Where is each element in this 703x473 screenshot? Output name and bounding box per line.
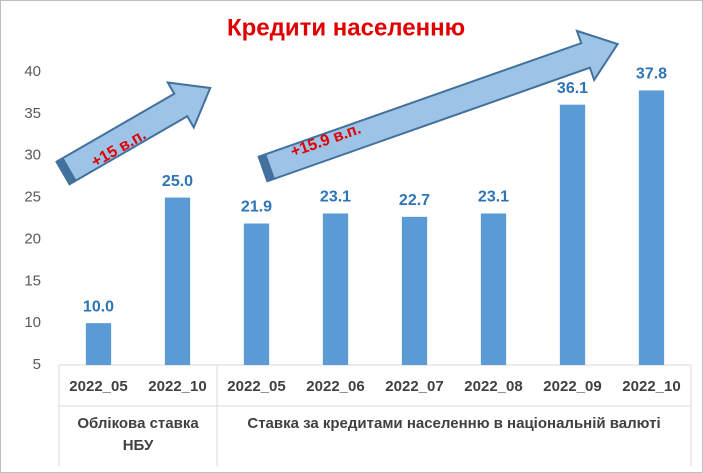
- chart-title: Кредити населенню: [227, 14, 465, 41]
- value-label: 21.9: [241, 199, 272, 216]
- bar: [85, 323, 112, 365]
- bar: [401, 216, 428, 365]
- x-tick-label: 2022_10: [622, 378, 680, 395]
- y-tick-label: 25: [24, 189, 41, 206]
- value-label: 36.1: [557, 80, 588, 97]
- arrow: [257, 29, 620, 183]
- group-label: Ставка за кредитами населенню в націонал…: [247, 415, 661, 432]
- x-tick-label: 2022_09: [543, 378, 601, 395]
- x-tick-label: 2022_06: [306, 378, 364, 395]
- x-tick-label: 2022_10: [148, 378, 206, 395]
- bar: [243, 223, 270, 365]
- y-tick-label: 40: [24, 63, 41, 80]
- bar: [322, 213, 349, 365]
- value-label: 10.0: [83, 298, 114, 315]
- value-label: 23.1: [478, 189, 509, 206]
- bar: [638, 90, 665, 365]
- bar: [164, 197, 191, 365]
- y-tick-label: 5: [33, 356, 41, 373]
- x-tick-label: 2022_05: [227, 378, 285, 395]
- y-tick-label: 30: [24, 147, 41, 164]
- value-label: 25.0: [162, 173, 193, 190]
- y-tick-label: 15: [24, 272, 41, 289]
- value-label: 22.7: [399, 192, 430, 209]
- y-tick-label: 10: [24, 314, 41, 331]
- value-label: 37.8: [636, 66, 667, 83]
- x-tick-label: 2022_08: [464, 378, 522, 395]
- group-label: Облікова ставка НБУ: [77, 415, 199, 454]
- y-tick-label: 20: [24, 230, 41, 247]
- x-tick-label: 2022_05: [69, 378, 127, 395]
- bar: [480, 213, 507, 365]
- y-tick-label: 35: [24, 105, 41, 122]
- x-tick-label: 2022_07: [385, 378, 443, 395]
- bar: [559, 104, 586, 366]
- arrow: [55, 81, 212, 186]
- value-label: 23.1: [320, 189, 351, 206]
